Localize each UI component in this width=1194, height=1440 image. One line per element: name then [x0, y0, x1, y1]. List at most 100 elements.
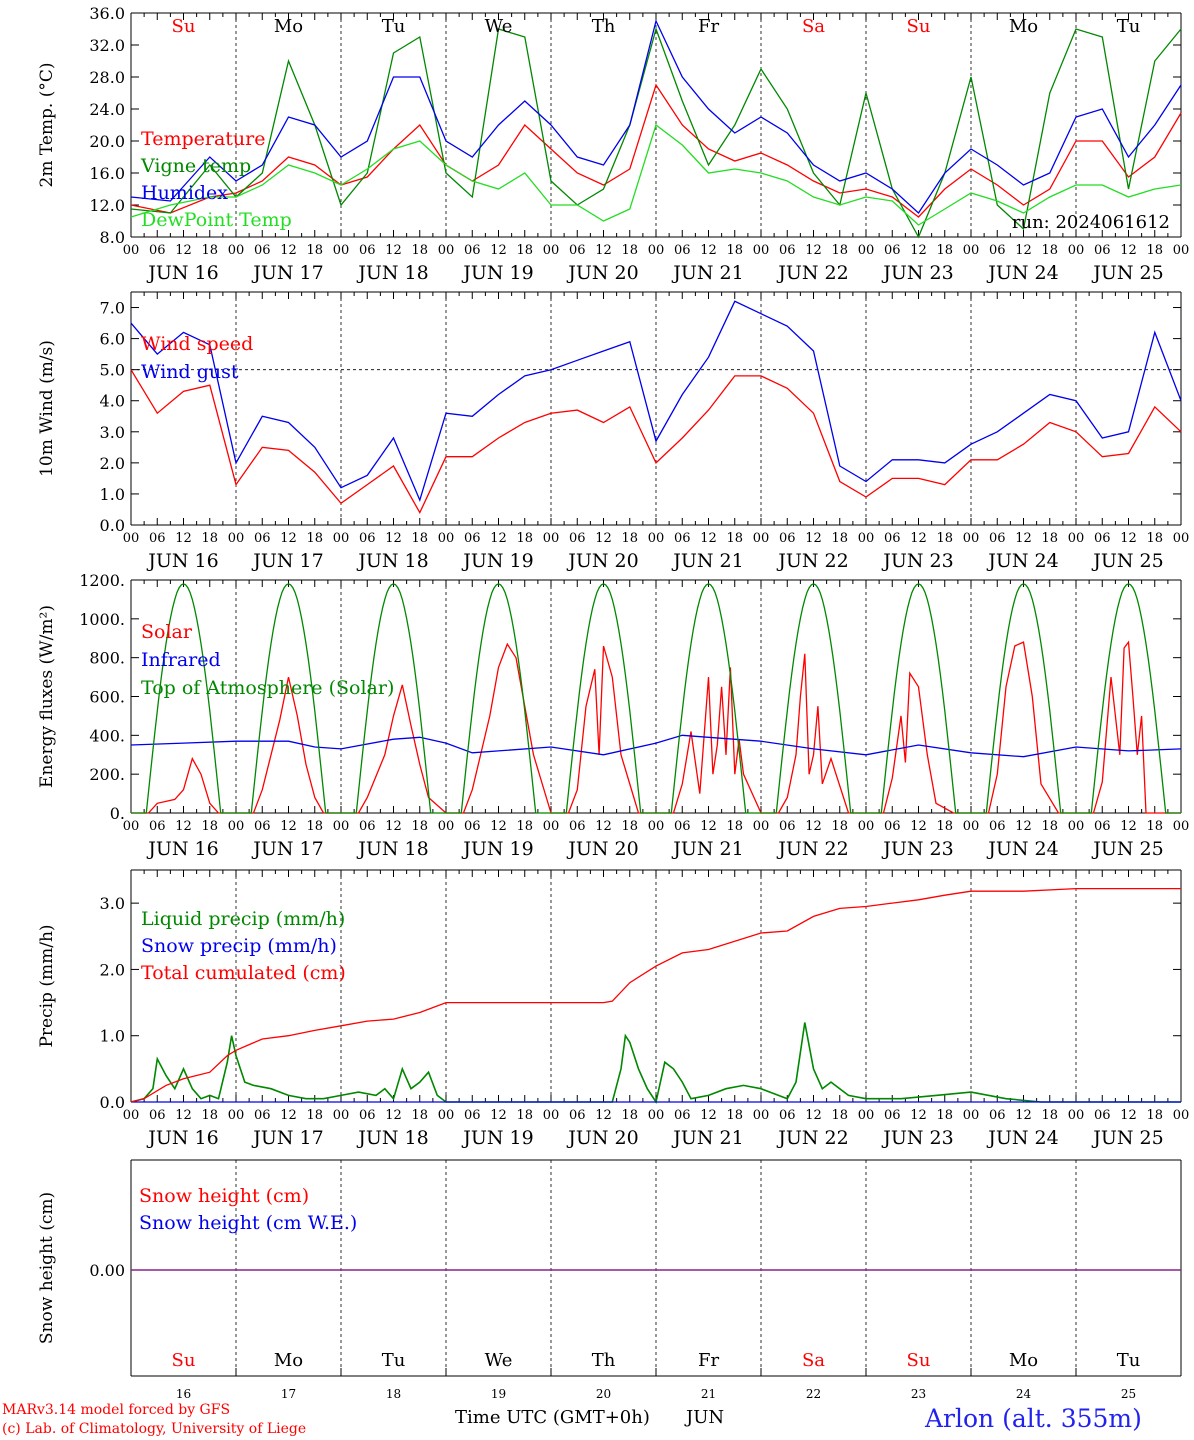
legend-entry: Wind gust [141, 361, 239, 383]
legend-entry: Total cumulated (cm) [141, 962, 346, 984]
legend-entry: Snow height (cm) [139, 1185, 309, 1207]
hour-tick-label: 00 [858, 1108, 875, 1123]
day-label: JUN 19 [461, 1127, 533, 1149]
y-tick-label: 3.0 [100, 423, 125, 442]
day-label: JUN 17 [251, 262, 323, 284]
hour-tick-label: 06 [674, 1108, 691, 1123]
hour-tick-label: 12 [280, 819, 297, 834]
panel-3 [130, 869, 1182, 1105]
y-tick-label: 28.0 [89, 68, 125, 87]
legend-entry: Vigne temp [140, 155, 251, 177]
hour-tick-label: 06 [884, 819, 901, 834]
hour-tick-label: 12 [1120, 819, 1137, 834]
legend-entry: Humidex [141, 182, 228, 204]
hour-tick-label: 18 [201, 243, 218, 258]
day-label: JUN 21 [671, 550, 743, 572]
y-axis-title: 10m Wind (m/s) [37, 340, 57, 477]
hour-tick-label: 00 [333, 819, 350, 834]
hour-tick-label: 18 [726, 819, 743, 834]
hour-tick-label: 12 [910, 1108, 927, 1123]
weekday-label: Tu [1117, 1350, 1141, 1371]
hour-tick-label: 06 [254, 531, 271, 546]
hour-tick-label: 00 [753, 1108, 770, 1123]
y-tick-label: 20.0 [89, 132, 125, 151]
y-tick-label: 3.0 [100, 894, 125, 913]
weekday-label: Fr [698, 1350, 719, 1371]
hour-tick-label: 00 [438, 243, 455, 258]
weekday-label: Tu [1117, 16, 1141, 37]
legend-entry: Snow height (cm W.E.) [139, 1212, 357, 1234]
day-label: JUN 17 [251, 550, 323, 572]
hour-tick-label: 18 [936, 1108, 953, 1123]
copyright-credit: (c) Lab. of Climatology, University of L… [2, 1421, 307, 1437]
run-label: run: 2024061612 [1012, 212, 1170, 233]
hour-tick-label: 12 [700, 1108, 717, 1123]
hour-tick-label: 00 [1068, 819, 1085, 834]
hour-tick-label: 00 [648, 531, 665, 546]
hour-tick-label: 12 [175, 243, 192, 258]
hour-tick-label: 06 [359, 243, 376, 258]
y-tick-label: 32.0 [89, 36, 125, 55]
hour-tick-label: 06 [464, 819, 481, 834]
day-label: JUN 25 [1091, 1127, 1163, 1149]
day-number: 18 [386, 1387, 401, 1401]
y-tick-label: 400. [89, 726, 125, 745]
day-label: JUN 20 [566, 838, 638, 860]
hour-tick-label: 18 [621, 243, 638, 258]
hour-tick-label: 00 [1173, 243, 1190, 258]
hour-tick-label: 18 [1146, 531, 1163, 546]
hour-tick-label: 00 [963, 819, 980, 834]
hour-tick-label: 00 [543, 819, 560, 834]
hour-tick-label: 12 [385, 819, 402, 834]
hour-tick-label: 06 [149, 1108, 166, 1123]
hour-tick-label: 06 [884, 243, 901, 258]
hour-tick-label: 18 [831, 1108, 848, 1123]
panel-0 [130, 12, 1182, 239]
hour-tick-label: 12 [595, 531, 612, 546]
hour-tick-label: 12 [1120, 243, 1137, 258]
hour-tick-label: 12 [385, 243, 402, 258]
hour-tick-label: 00 [963, 531, 980, 546]
station-title: Arlon (alt. 355m) [925, 1404, 1142, 1433]
hour-tick-label: 12 [490, 531, 507, 546]
hour-tick-label: 00 [333, 1108, 350, 1123]
day-number: 24 [1016, 1387, 1032, 1401]
weekday-label: Mo [274, 16, 303, 37]
hour-tick-label: 06 [989, 819, 1006, 834]
legend-entry: Snow precip (mm/h) [141, 935, 337, 957]
day-number: 21 [701, 1387, 716, 1401]
day-number: 19 [491, 1387, 506, 1401]
hour-tick-label: 12 [1015, 531, 1032, 546]
hour-tick-label: 06 [254, 243, 271, 258]
hour-tick-label: 12 [175, 1108, 192, 1123]
hour-tick-label: 06 [464, 531, 481, 546]
day-label: JUN 18 [356, 262, 428, 284]
hour-tick-label: 12 [1015, 243, 1032, 258]
hour-tick-label: 12 [805, 819, 822, 834]
hour-tick-label: 18 [726, 1108, 743, 1123]
day-label: JUN 16 [146, 262, 218, 284]
hour-tick-label: 12 [595, 1108, 612, 1123]
hour-tick-label: 18 [621, 819, 638, 834]
series-line-infrared [130, 734, 1182, 758]
hour-tick-label: 06 [779, 531, 796, 546]
hour-tick-label: 12 [805, 1108, 822, 1123]
legend-entry: Solar [141, 621, 193, 643]
hour-tick-label: 18 [201, 819, 218, 834]
hour-tick-label: 06 [674, 243, 691, 258]
hour-tick-label: 00 [963, 1108, 980, 1123]
y-tick-label: 2.0 [100, 454, 125, 473]
series-line-top-of-atmosphere--solar- [131, 583, 1181, 814]
hour-tick-label: 06 [149, 243, 166, 258]
hour-tick-label: 18 [306, 531, 323, 546]
hour-tick-label: 06 [464, 1108, 481, 1123]
y-axis-title: 2m Temp. (°C) [37, 62, 57, 187]
hour-tick-label: 18 [936, 243, 953, 258]
day-label: JUN 22 [776, 1127, 848, 1149]
hour-tick-label: 18 [411, 1108, 428, 1123]
series-line-humidex [130, 19, 1182, 214]
hour-tick-label: 00 [438, 1108, 455, 1123]
hour-tick-label: 00 [333, 243, 350, 258]
day-number: 23 [911, 1387, 926, 1401]
